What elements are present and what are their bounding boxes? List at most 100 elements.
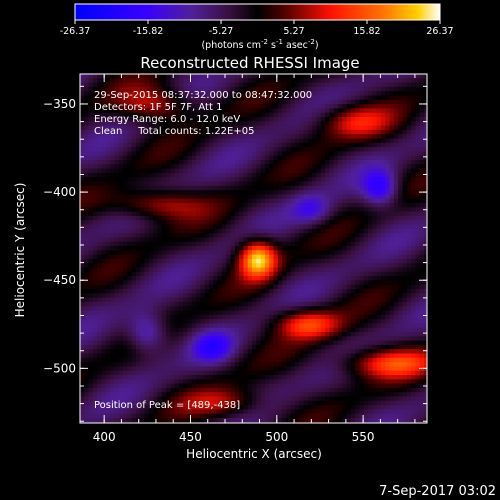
- heatmap-cell: [105, 168, 111, 174]
- heatmap-cell: [161, 129, 167, 135]
- heatmap-cell: [359, 254, 365, 260]
- heatmap-cell: [153, 185, 158, 191]
- heatmap-cell: [174, 237, 180, 243]
- heatmap-cell: [393, 172, 399, 178]
- heatmap-cell: [92, 185, 98, 191]
- heatmap-cell: [183, 117, 189, 122]
- heatmap-cell: [123, 104, 128, 109]
- heatmap-cell: [398, 78, 404, 84]
- heatmap-cell: [209, 233, 214, 238]
- heatmap-cell: [359, 301, 365, 307]
- heatmap-cell: [402, 164, 408, 170]
- heatmap-cell: [333, 254, 339, 260]
- heatmap-cell: [415, 121, 421, 127]
- heatmap-cell: [419, 172, 425, 178]
- heatmap-cell: [389, 125, 395, 131]
- heatmap-cell: [157, 134, 163, 140]
- heatmap-cell: [157, 280, 163, 286]
- heatmap-cell: [316, 99, 322, 105]
- heatmap-cell: [204, 134, 210, 140]
- heatmap-cell: [196, 164, 201, 170]
- heatmap-cell: [368, 151, 373, 157]
- heatmap-cell: [286, 142, 292, 148]
- heatmap-cell: [385, 319, 391, 324]
- heatmap-cell: [153, 276, 158, 281]
- heatmap-cell: [316, 284, 322, 290]
- heatmap-cell: [101, 306, 107, 312]
- heatmap-cell: [402, 323, 408, 329]
- heatmap-cell: [325, 155, 330, 161]
- heatmap-cell: [191, 198, 197, 204]
- heatmap-cell: [230, 319, 236, 324]
- heatmap-cell: [123, 194, 128, 200]
- heatmap-cell: [239, 125, 244, 131]
- heatmap-cell: [316, 74, 322, 79]
- heatmap-cell: [277, 250, 283, 256]
- heatmap-cell: [252, 134, 257, 140]
- heatmap-cell: [239, 121, 244, 127]
- heatmap-cell: [200, 190, 206, 195]
- heatmap-cell: [256, 112, 262, 118]
- heatmap-cell: [363, 258, 369, 264]
- heatmap-cell: [148, 314, 154, 320]
- heatmap-cell: [221, 332, 227, 337]
- heatmap-cell: [312, 168, 318, 174]
- heatmap-cell: [161, 194, 167, 200]
- heatmap-cell: [161, 125, 167, 131]
- heatmap-cell: [260, 267, 266, 273]
- heatmap-cell: [221, 280, 227, 286]
- heatmap-cell: [209, 241, 214, 247]
- heatmap-cell: [303, 168, 309, 174]
- heatmap-cell: [260, 138, 266, 144]
- heatmap-cell: [350, 215, 356, 221]
- heatmap-cell: [101, 147, 107, 152]
- heatmap-cell: [372, 233, 378, 238]
- heatmap-cell: [290, 95, 296, 101]
- heatmap-cell: [161, 332, 167, 337]
- heatmap-cell: [338, 86, 343, 92]
- heatmap-cell: [419, 151, 425, 157]
- heatmap-cell: [325, 297, 330, 303]
- heatmap-cell: [114, 332, 120, 337]
- heatmap-cell: [239, 271, 244, 277]
- heatmap-cell: [338, 220, 343, 226]
- heatmap-cell: [118, 224, 124, 230]
- heatmap-cell: [359, 112, 365, 118]
- heatmap-cell: [393, 185, 399, 191]
- heatmap-cell: [381, 211, 386, 217]
- heatmap-cell: [140, 160, 146, 165]
- heatmap-cell: [110, 147, 115, 152]
- heatmap-cell: [368, 177, 373, 183]
- heatmap-cell: [157, 104, 163, 109]
- heatmap-cell: [84, 297, 90, 303]
- heatmap-cell: [307, 250, 313, 256]
- heatmap-cell: [406, 271, 412, 277]
- heatmap-cell: [144, 198, 150, 204]
- heatmap-cell: [376, 258, 382, 264]
- heatmap-cell: [415, 190, 421, 195]
- heatmap-cell: [161, 276, 167, 281]
- heatmap-cell: [325, 246, 330, 251]
- heatmap-cell: [359, 233, 365, 238]
- heatmap-cell: [217, 228, 223, 234]
- heatmap-cell: [333, 185, 339, 191]
- heatmap-cell: [342, 280, 348, 286]
- heatmap-cell: [398, 121, 404, 127]
- heatmap-cell: [320, 314, 326, 320]
- heatmap-cell: [243, 74, 249, 79]
- heatmap-cell: [385, 155, 391, 161]
- heatmap-cell: [333, 164, 339, 170]
- heatmap-cell: [303, 215, 309, 221]
- heatmap-cell: [191, 280, 197, 286]
- heatmap-cell: [230, 91, 236, 97]
- heatmap-cell: [333, 284, 339, 290]
- heatmap-cell: [226, 151, 232, 157]
- heatmap-cell: [363, 185, 369, 191]
- heatmap-cell: [110, 284, 115, 290]
- heatmap-cell: [101, 258, 107, 264]
- heatmap-cell: [346, 125, 352, 131]
- heatmap-cell: [316, 280, 322, 286]
- heatmap-cell: [325, 293, 330, 299]
- heatmap-cell: [269, 237, 275, 243]
- heatmap-cell: [402, 198, 408, 204]
